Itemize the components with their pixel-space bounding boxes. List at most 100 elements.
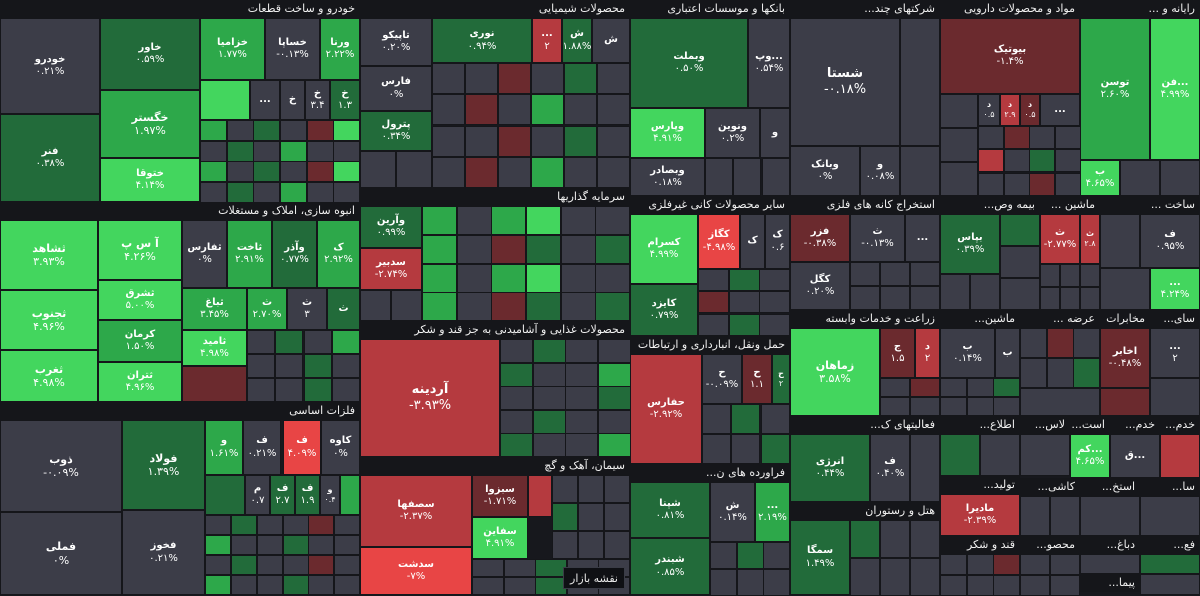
tile-small[interactable] — [578, 531, 604, 559]
tile-سدبیر[interactable]: سدبیر -۲.۷۴% — [360, 248, 422, 290]
tile-small[interactable] — [993, 397, 1020, 416]
tile-small[interactable] — [275, 378, 303, 402]
tile-small[interactable] — [1060, 287, 1080, 310]
tile-small[interactable]: ث -۲.۷۷% — [1040, 214, 1080, 264]
tile-small[interactable] — [200, 120, 227, 141]
tile-small[interactable] — [595, 264, 630, 293]
tile-نوری[interactable]: نوری ۰.۹۴% — [432, 18, 532, 63]
tile-small[interactable] — [978, 173, 1004, 196]
tile-small[interactable] — [227, 120, 254, 141]
tile-small[interactable] — [940, 128, 978, 162]
tile-small[interactable]: ... ۲ — [532, 18, 562, 63]
tile-small[interactable]: ک — [740, 214, 765, 269]
tile-small[interactable] — [307, 120, 334, 141]
tile-small[interactable] — [940, 397, 967, 416]
sector-header[interactable]: ساخت ... — [1100, 196, 1200, 214]
tile-small[interactable]: ث -۰.۱۳% — [850, 214, 905, 262]
tile-small[interactable] — [967, 378, 994, 397]
tile-small[interactable] — [205, 475, 245, 515]
tile-small[interactable] — [1000, 214, 1040, 246]
sector-header[interactable]: سایر محصولات کانی غیرفلزی — [630, 196, 790, 214]
tile-small[interactable] — [698, 291, 729, 313]
tile-انرژی[interactable]: انرژی ۰.۴۴% — [790, 434, 870, 502]
tile-small[interactable] — [598, 386, 631, 410]
tile-small[interactable] — [526, 264, 561, 293]
tile-small[interactable] — [759, 314, 790, 336]
tile-small[interactable] — [422, 292, 457, 321]
sector-header[interactable]: کاشی... — [1020, 478, 1080, 496]
sector-header[interactable]: ماشین ... — [1040, 196, 1100, 214]
tile-small[interactable] — [308, 515, 334, 535]
tile-small[interactable] — [1140, 554, 1200, 574]
tile-small[interactable] — [604, 503, 630, 531]
tile-small[interactable]: ث — [327, 288, 360, 330]
tile-small[interactable] — [533, 363, 566, 387]
tile-small[interactable] — [533, 386, 566, 410]
tile-small[interactable] — [304, 354, 332, 378]
tile-small[interactable] — [205, 575, 231, 595]
tile-small[interactable] — [850, 286, 880, 310]
tile-small[interactable] — [275, 330, 303, 354]
sector-header[interactable]: فعالیتهای ک... — [790, 416, 940, 434]
tile-small[interactable] — [598, 339, 631, 363]
tile-وبانک[interactable]: وبانک ۰% — [790, 146, 860, 196]
tile-small[interactable] — [307, 141, 334, 162]
tile-small[interactable] — [498, 157, 531, 188]
tile-small[interactable] — [332, 378, 360, 402]
tile-small[interactable] — [227, 161, 254, 182]
tile-small[interactable] — [422, 206, 457, 235]
tile-کگاز[interactable]: کگاز -۴.۹۸% — [698, 214, 740, 269]
tile-small[interactable] — [533, 339, 566, 363]
tile-small[interactable] — [880, 520, 910, 558]
tile-small[interactable] — [280, 182, 307, 203]
sector-header[interactable]: هتل و رستوران — [790, 502, 940, 520]
tile-small[interactable] — [880, 397, 910, 416]
tile-small[interactable] — [491, 206, 526, 235]
tile-small[interactable] — [257, 575, 283, 595]
tile-small[interactable] — [283, 515, 309, 535]
tile-small[interactable]: خ — [280, 80, 305, 120]
tile-small[interactable] — [850, 262, 880, 286]
tile-small[interactable] — [910, 286, 940, 310]
tile-خودرو[interactable]: خودرو ۰.۲۱% — [0, 18, 100, 114]
tile-small[interactable]: ح -۰.۰۹% — [702, 354, 742, 404]
tile-small[interactable] — [565, 386, 598, 410]
tile-فنر[interactable]: فنر ۰.۳۸% — [0, 114, 100, 202]
tile-small[interactable] — [729, 291, 760, 313]
tile-small[interactable] — [980, 434, 1020, 476]
tile-small[interactable] — [332, 330, 360, 354]
tile-small[interactable]: ف ۴.۰۹% — [283, 420, 321, 475]
tile-small[interactable] — [552, 503, 578, 531]
tile-small[interactable] — [205, 515, 231, 535]
tile-small[interactable] — [257, 555, 283, 575]
tile-small[interactable] — [759, 291, 790, 313]
tile-small[interactable] — [604, 475, 630, 503]
tile-small[interactable]: ... — [250, 80, 280, 120]
tile-small[interactable] — [597, 126, 630, 157]
tile-خاور[interactable]: خاور ۰.۵۹% — [100, 18, 200, 90]
tile-small[interactable]: و ۰.۴ — [320, 475, 340, 515]
tile-small[interactable] — [432, 63, 465, 94]
tile-small[interactable]: ... ۲.۱۹% — [755, 482, 790, 542]
tile-small[interactable] — [940, 434, 980, 476]
tile-small[interactable]: ف ۰.۴۰% — [870, 434, 910, 502]
tile-small[interactable] — [1020, 328, 1047, 358]
tile-small[interactable] — [332, 354, 360, 378]
tile-small[interactable] — [1080, 287, 1100, 310]
tile-خزامیا[interactable]: خزامیا ۱.۷۷% — [200, 18, 265, 80]
tile-small[interactable] — [698, 314, 729, 336]
tile-small[interactable] — [880, 558, 910, 596]
tile-small[interactable] — [598, 410, 631, 434]
tile-small[interactable] — [528, 475, 552, 517]
sector-header[interactable]: فراورده های ن... — [630, 464, 790, 482]
sector-header[interactable]: سا... — [1140, 478, 1200, 496]
tile-small[interactable] — [283, 575, 309, 595]
tile-small[interactable] — [280, 141, 307, 162]
tile-small[interactable] — [533, 433, 566, 457]
tile-سمگا[interactable]: سمگا ۱.۴۹% — [790, 520, 850, 595]
tile-small[interactable] — [967, 554, 994, 575]
tile-small[interactable]: ... ۲ — [1150, 328, 1200, 378]
sector-header[interactable]: مواد و محصولات دارویی — [940, 0, 1080, 18]
tile-small[interactable] — [253, 161, 280, 182]
tile-small[interactable] — [595, 206, 630, 235]
